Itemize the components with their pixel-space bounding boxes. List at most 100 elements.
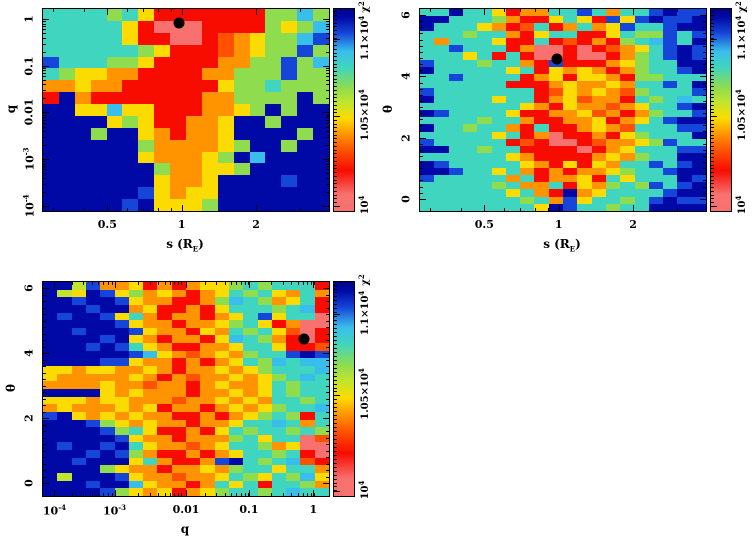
heatmap-cell (233, 68, 250, 81)
heatmap-cell (420, 117, 435, 125)
y-minor-tick (43, 98, 46, 100)
heatmap-cell (200, 427, 215, 435)
heatmap-cell (314, 427, 329, 435)
heatmap-cell (128, 373, 144, 382)
heatmap-cell (520, 160, 535, 168)
heatmap-cell (286, 327, 301, 336)
heatmap-cell (85, 343, 101, 351)
heatmap-cell (534, 73, 549, 82)
x-minor-tick (103, 493, 105, 496)
heatmap-cell (249, 187, 266, 200)
x-minor-tick (98, 493, 100, 496)
heatmap-cell (57, 396, 72, 405)
colorbar-minor-tick (711, 108, 714, 110)
heatmap-cell (648, 45, 664, 53)
colorbar-gradient (711, 9, 731, 211)
heatmap-cell (217, 20, 234, 33)
heatmap-cell (74, 187, 91, 200)
heatmap-cell (448, 45, 463, 53)
heatmap-cell (297, 163, 314, 176)
y-tick-label: 6 (22, 284, 36, 293)
heatmap-cell (663, 45, 678, 53)
y-minor-tick (326, 411, 329, 413)
heatmap-cell (477, 174, 492, 183)
heatmap-cell (271, 289, 287, 298)
x-minor-tick (244, 282, 246, 285)
heatmap-cell (249, 104, 266, 116)
heatmap-cell (281, 104, 298, 116)
heatmap-cell (420, 52, 435, 60)
heatmap-cell (214, 282, 229, 290)
heatmap-cell (271, 358, 287, 367)
x-major-tick (248, 282, 250, 288)
heatmap-cell (663, 52, 678, 60)
heatmap-cell (271, 366, 287, 374)
y-minor-tick (420, 57, 423, 59)
x-major-tick (256, 9, 258, 15)
colorbar-minor-tick (334, 375, 337, 377)
heatmap-cell (563, 30, 578, 38)
colorbar-minor-tick (334, 435, 337, 436)
x-minor-tick (676, 208, 678, 211)
heatmap-cell (663, 9, 678, 17)
heatmap-cell (90, 127, 107, 140)
y-minor-tick (703, 64, 706, 66)
heatmap-cell (74, 20, 91, 33)
colorbar-minor-tick (334, 411, 337, 413)
heatmap-cell (265, 104, 282, 116)
heatmap-cell (217, 115, 234, 128)
heatmap-cell (691, 23, 706, 31)
heatmap-cell (563, 110, 578, 118)
heatmap-cell (286, 358, 301, 367)
heatmap-cell (157, 297, 172, 305)
heatmap-cell (58, 92, 75, 105)
y-minor-tick (43, 392, 46, 394)
heatmap-cell (200, 343, 215, 351)
heatmap-cell (691, 131, 706, 139)
heatmap-cell (90, 80, 107, 93)
heatmap-cell (85, 442, 101, 451)
heatmap-cell (448, 30, 463, 38)
heatmap-cell (90, 163, 107, 176)
heatmap-cell (591, 174, 606, 183)
heatmap-cell (58, 9, 75, 21)
heatmap-cell (171, 381, 186, 389)
colorbar-minor-tick (334, 18, 337, 20)
heatmap-cell (154, 187, 171, 200)
heatmap-cell (534, 45, 549, 53)
colorbar-minor-tick (334, 363, 337, 365)
heatmap-cell (217, 32, 234, 45)
heatmap-cell (100, 388, 115, 397)
heatmap-cell (85, 473, 101, 481)
heatmap-cell (281, 80, 298, 93)
heatmap-cell (563, 138, 578, 147)
heatmap-cell (634, 52, 649, 60)
heatmap-cell (477, 30, 492, 38)
x-minor-tick (547, 208, 549, 211)
heatmap-cell (43, 163, 59, 176)
heatmap-cell (157, 442, 172, 451)
heatmap-cell (143, 366, 158, 374)
heatmap-cell (634, 102, 649, 110)
heatmap-cell (271, 282, 287, 290)
heatmap-cell (691, 146, 706, 154)
colorbar-tick-label: 1.1×104 (733, 16, 749, 61)
x-minor-tick (52, 9, 54, 12)
x-major-tick (54, 490, 56, 496)
heatmap-cell (620, 23, 635, 31)
y-minor-tick (43, 76, 46, 78)
y-minor-tick (43, 405, 46, 407)
heatmap-cell (448, 117, 463, 125)
colorbar-minor-tick (334, 458, 337, 460)
heatmap-cell (434, 81, 449, 89)
heatmap-cell (143, 320, 158, 328)
heatmap-cell (143, 350, 158, 359)
heatmap-cell (297, 104, 314, 116)
x-tick-label: 1 (177, 218, 186, 231)
heatmap-cell (634, 37, 649, 46)
heatmap-cell (448, 9, 463, 17)
heatmap-cell (691, 189, 706, 197)
heatmap-cell (200, 488, 215, 496)
heatmap-cell (85, 388, 101, 397)
heatmap-cell (100, 434, 115, 443)
